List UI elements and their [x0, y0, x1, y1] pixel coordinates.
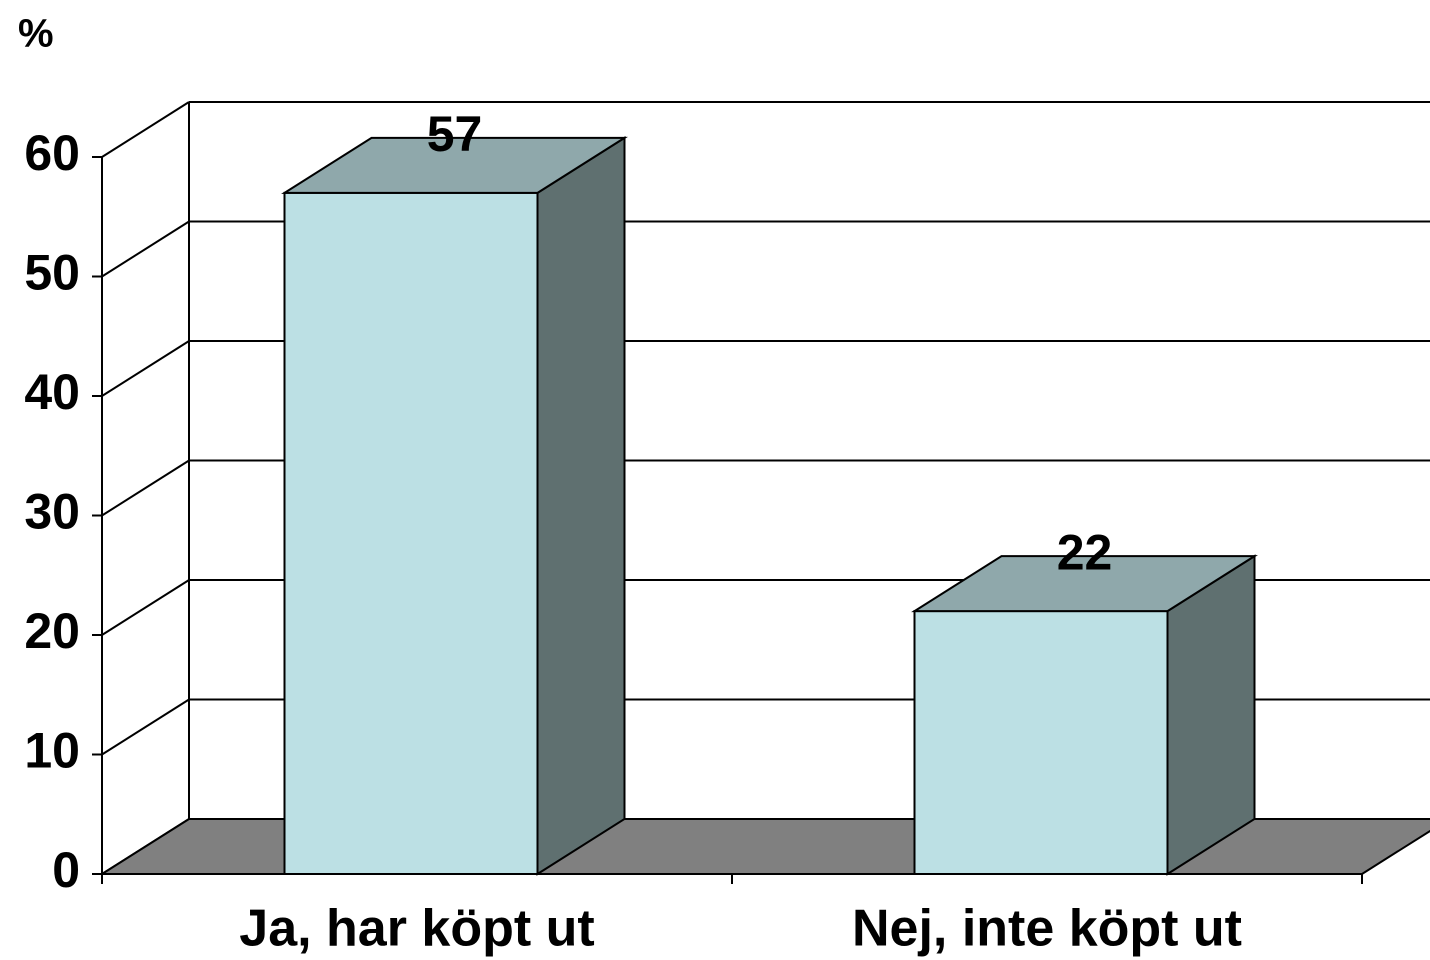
y-axis-label: %	[18, 12, 54, 56]
data-label: 57	[427, 106, 483, 162]
grid-line	[101, 698, 190, 756]
y-tick-label: 60	[24, 125, 80, 181]
data-label: 22	[1057, 524, 1113, 580]
y-tick-label: 10	[24, 723, 80, 779]
x-tick-label: Nej, inte köpt ut	[852, 900, 1242, 958]
grid-line	[101, 459, 190, 517]
x-tick-label: Ja, har köpt ut	[239, 900, 594, 958]
y-tick-label: 30	[24, 484, 80, 540]
grid-line	[101, 101, 190, 158]
bar-top	[281, 136, 628, 194]
grid-line	[101, 579, 190, 636]
bar-side	[536, 136, 626, 876]
y-tick-label: 20	[24, 603, 80, 659]
grid-line	[101, 340, 190, 397]
bar	[283, 191, 539, 876]
bar	[913, 610, 1169, 875]
bar-top	[911, 555, 1258, 613]
y-tick-label: 40	[24, 364, 80, 420]
y-tick-label: 0	[52, 842, 80, 898]
grid-line	[101, 220, 190, 278]
y-tick-label: 50	[24, 245, 80, 301]
